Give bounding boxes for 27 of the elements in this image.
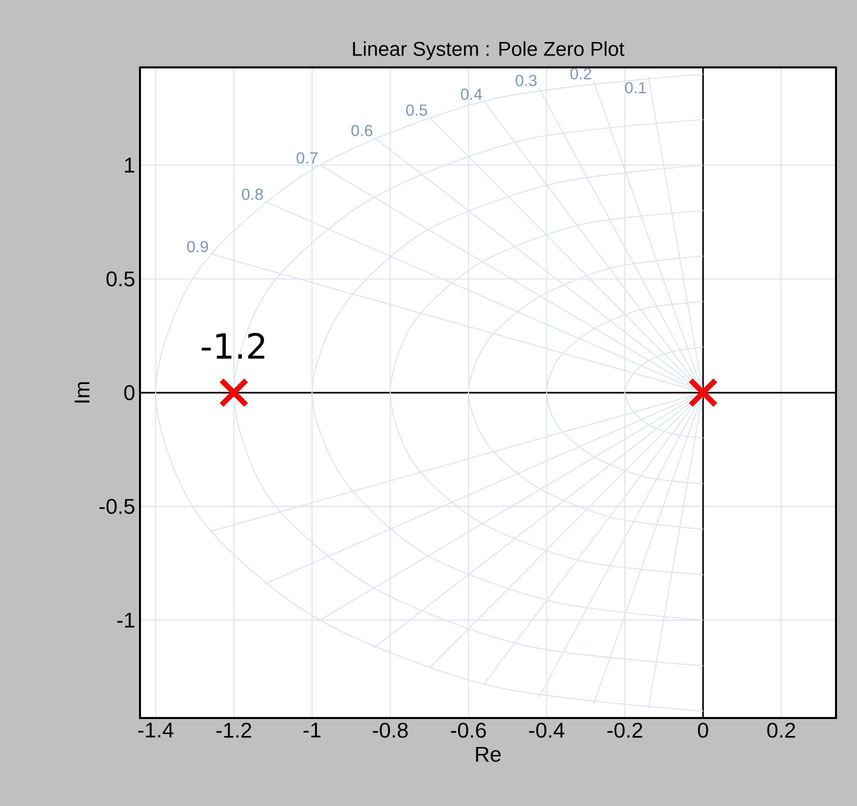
chart-title: Linear System : Pole Zero Plot [353,41,624,60]
x-tick-label: -1 [304,722,320,738]
annotation: 0.7 [296,152,318,164]
x-tick-label: -0.8 [372,722,408,738]
y-tick-label: 1 [125,158,134,172]
x-tick-label: 0 [698,722,708,738]
y-tick-label: -0.5 [99,498,134,514]
annotation: -1.2 [202,332,264,359]
annotation: 0.3 [516,74,537,86]
y-tick-label: 0 [124,385,134,400]
annotation: 0.1 [625,82,646,94]
y-tick-label: -1 [117,612,134,628]
annotation: 0.5 [406,104,428,116]
x-tick-label: -0.4 [529,722,564,738]
annotation: 0.4 [460,88,482,100]
x-tick-label: -1.2 [216,722,252,738]
x-axis-title: Re [476,746,501,762]
annotation: 0.9 [187,240,208,252]
x-tick-label: -1.4 [138,722,174,738]
x-tick-label: -0.6 [451,722,486,738]
y-axis-title: Im [74,382,90,403]
x-tick-label: -0.2 [607,722,642,738]
annotation: 0.2 [570,68,592,80]
y-tick-label: 0.5 [106,271,134,286]
x-tick-label: 0.2 [767,722,796,738]
annotation: 0.8 [242,188,263,200]
annotation: 0.6 [351,124,372,136]
